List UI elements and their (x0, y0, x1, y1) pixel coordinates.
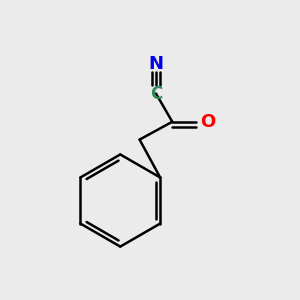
Text: O: O (200, 113, 215, 131)
Text: N: N (148, 55, 164, 73)
Text: C: C (150, 85, 162, 103)
